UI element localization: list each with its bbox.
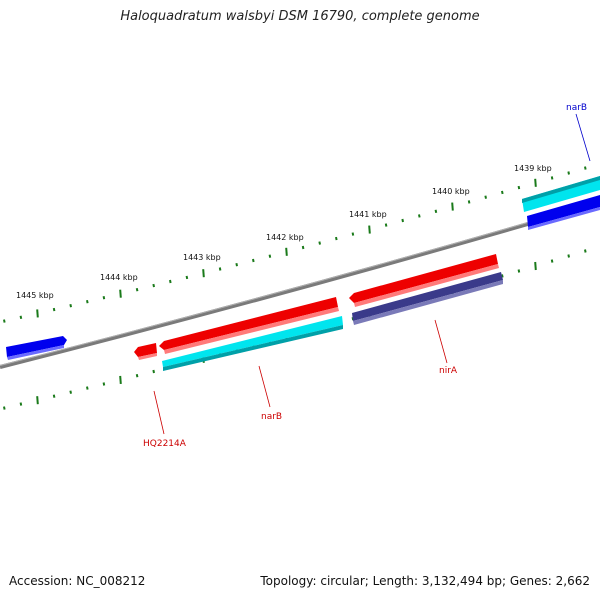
inner-tick-minor: [69, 390, 72, 394]
inner-tick-minor: [152, 369, 155, 374]
outer-tick-minor: [318, 241, 321, 245]
outer-tick-minor: [218, 267, 222, 271]
outer-tick-minor: [434, 209, 438, 213]
outer-tick-minor: [86, 300, 89, 304]
inner-tick-major: [119, 375, 122, 384]
outer-tick-minor: [268, 254, 272, 258]
inner-tick-minor: [517, 269, 521, 273]
outer-tick-minor: [52, 307, 56, 312]
outer-tick-minor: [19, 315, 23, 319]
outer-tick-minor: [584, 166, 587, 170]
gene-feature-nira-red[interactable]: [349, 254, 499, 307]
gene-feature-narb-red[interactable]: [159, 297, 339, 354]
inner-tick-minor: [135, 374, 139, 378]
outer-tick-minor: [351, 232, 355, 236]
genome-backbone: [0, 201, 600, 369]
outer-tick-minor: [484, 195, 487, 199]
kbp-label-1445: 1445 kbp: [16, 291, 54, 300]
outer-tick-major: [534, 178, 537, 187]
outer-tick-minor: [301, 245, 305, 250]
outer-tick-minor: [501, 190, 504, 195]
outer-tick-major: [202, 269, 205, 278]
leader-line-narb-red: [258, 365, 271, 408]
gene-label-narb-red[interactable]: narB: [261, 412, 282, 422]
outer-tick-minor: [152, 283, 155, 288]
gene-feature-narb-cyan[interactable]: [162, 316, 343, 371]
kbp-label-1441: 1441 kbp: [349, 210, 387, 219]
outer-tick-track: [3, 166, 587, 323]
accession-text: Accession: NC_008212: [9, 574, 146, 588]
leader-line-hq2214a: [153, 390, 165, 435]
outer-tick-minor: [135, 288, 139, 292]
gene-feature-narb-blue-right[interactable]: [527, 195, 600, 230]
inner-tick-minor: [584, 249, 587, 253]
outer-tick-minor: [102, 296, 106, 300]
outer-tick-minor: [567, 171, 570, 175]
gene-label-nira[interactable]: nirA: [439, 366, 458, 376]
inner-tick-minor: [19, 402, 23, 406]
outer-tick-major: [285, 247, 288, 256]
outer-tick-minor: [467, 200, 471, 204]
genome-info-text: Topology: circular; Length: 3,132,494 bp…: [260, 574, 590, 588]
inner-tick-minor: [102, 382, 106, 386]
outer-tick-minor: [252, 258, 255, 263]
kbp-label-1442: 1442 kbp: [266, 233, 304, 242]
inner-tick-minor: [86, 386, 89, 390]
outer-tick-major: [368, 225, 371, 234]
kbp-label-1444: 1444 kbp: [100, 273, 138, 282]
inner-tick-minor: [567, 254, 570, 258]
outer-tick-major: [119, 289, 122, 298]
map-title: Haloquadratum walsbyi DSM 16790, complet…: [120, 9, 480, 24]
inner-tick-minor: [550, 259, 554, 263]
outer-tick-minor: [418, 214, 421, 218]
inner-tick-major: [534, 261, 537, 271]
kbp-label-1440: 1440 kbp: [432, 187, 470, 196]
gene-feature-blue-left[interactable]: [6, 336, 67, 360]
kbp-label-1439: 1439 kbp: [514, 164, 552, 173]
leader-line-narb-blue: [575, 113, 591, 162]
outer-tick-minor: [185, 275, 189, 280]
gene-label-narb-blue[interactable]: narB: [566, 103, 587, 113]
outer-tick-minor: [169, 279, 172, 284]
outer-tick-minor: [69, 304, 72, 308]
gene-feature-hq2214a[interactable]: [134, 343, 157, 360]
kbp-label-1443: 1443 kbp: [183, 253, 221, 262]
gene-feature-narb-cyan-right[interactable]: [522, 176, 600, 212]
genome-backbone-highlight: [0, 201, 600, 366]
inner-tick-minor: [3, 406, 6, 410]
outer-tick-minor: [3, 319, 6, 323]
outer-tick-minor: [335, 236, 338, 241]
outer-tick-major: [451, 202, 454, 211]
leader-line-nira: [434, 319, 448, 364]
inner-tick-minor: [52, 394, 56, 398]
inner-tick-major: [36, 396, 39, 405]
outer-tick-minor: [517, 185, 521, 190]
outer-tick-minor: [384, 223, 388, 227]
gene-feature-nira-slate[interactable]: [352, 272, 503, 325]
outer-tick-minor: [550, 176, 554, 180]
outer-tick-major: [36, 309, 39, 318]
outer-tick-minor: [401, 218, 404, 223]
inner-tick-minor: [501, 274, 504, 278]
gene-label-hq2214a[interactable]: HQ2214A: [143, 439, 187, 449]
outer-tick-minor: [235, 263, 238, 267]
